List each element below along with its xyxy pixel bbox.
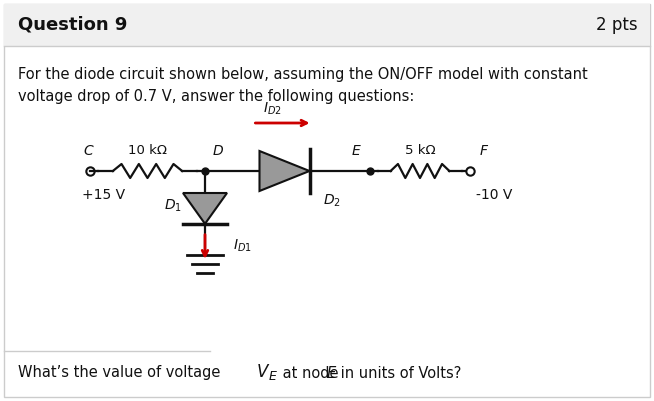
Text: 5 kΩ: 5 kΩ (405, 144, 436, 158)
Text: Question 9: Question 9 (18, 16, 128, 34)
Text: D: D (213, 144, 223, 158)
Text: +15 V: +15 V (82, 188, 125, 202)
Text: $D_1$: $D_1$ (164, 198, 182, 215)
Text: -10 V: -10 V (476, 188, 512, 202)
Text: at node: at node (278, 365, 343, 381)
Text: F: F (480, 144, 488, 158)
Text: C: C (83, 144, 93, 158)
Text: What’s the value of voltage: What’s the value of voltage (18, 365, 225, 381)
Polygon shape (183, 193, 227, 224)
Text: $\mathbf{\mathit{E}}$: $\mathbf{\mathit{E}}$ (268, 369, 278, 383)
Text: $\mathbf{\mathit{V}}$: $\mathbf{\mathit{V}}$ (256, 363, 270, 381)
Text: voltage drop of 0.7 V, answer the following questions:: voltage drop of 0.7 V, answer the follow… (18, 89, 415, 103)
Text: E: E (352, 144, 360, 158)
Polygon shape (260, 151, 309, 191)
Text: $D_2$: $D_2$ (322, 193, 341, 209)
Bar (4, 4, 650, 46)
Text: For the diode circuit shown below, assuming the ON/OFF model with constant: For the diode circuit shown below, assum… (18, 67, 588, 81)
Text: 10 kΩ: 10 kΩ (128, 144, 167, 158)
Text: $\mathit{E}$: $\mathit{E}$ (326, 365, 337, 381)
Text: $I_{D2}$: $I_{D2}$ (263, 101, 282, 117)
Text: in units of Volts?: in units of Volts? (336, 365, 461, 381)
Text: $I_{D1}$: $I_{D1}$ (233, 238, 252, 254)
Text: 2 pts: 2 pts (596, 16, 638, 34)
